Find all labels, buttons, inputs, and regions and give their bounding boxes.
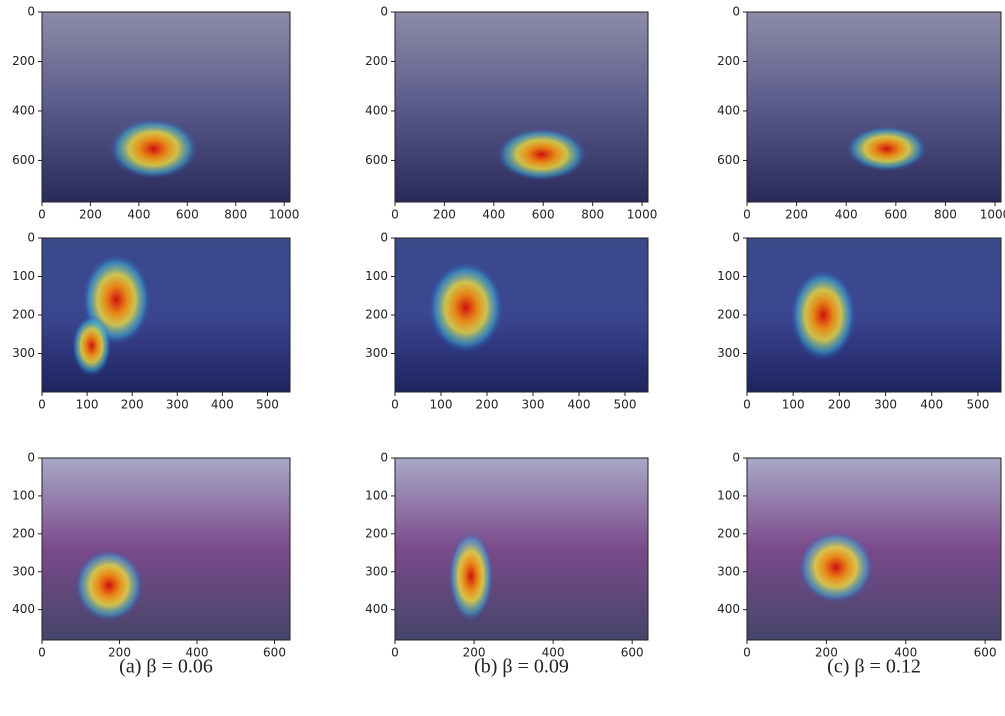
x-tick-label: 400 (482, 208, 505, 222)
y-tick-label: 300 (717, 564, 740, 578)
x-tick-label: 1000 (269, 208, 300, 222)
caption: (a) β = 0.06 (119, 656, 213, 678)
x-tick-label: 600 (621, 646, 644, 660)
y-tick-label: 400 (12, 602, 35, 616)
y-tick-label: 400 (365, 602, 388, 616)
x-tick-label: 300 (874, 398, 897, 412)
y-tick-label: 200 (12, 54, 35, 68)
x-tick-label: 100 (430, 398, 453, 412)
y-tick-label: 0 (380, 5, 388, 19)
heatmap-blob (74, 549, 143, 622)
x-tick-label: 400 (568, 398, 591, 412)
y-tick-label: 100 (365, 269, 388, 283)
x-tick-label: 600 (176, 208, 199, 222)
x-tick-label: 0 (391, 208, 399, 222)
y-tick-label: 200 (717, 54, 740, 68)
y-tick-label: 200 (12, 526, 35, 540)
y-tick-label: 0 (732, 231, 740, 245)
y-tick-label: 400 (12, 103, 35, 117)
x-tick-label: 800 (934, 208, 957, 222)
x-tick-label: 0 (38, 646, 46, 660)
heatmap-blob (428, 261, 504, 353)
x-tick-label: 200 (785, 208, 808, 222)
x-tick-label: 300 (522, 398, 545, 412)
y-tick-label: 0 (27, 231, 35, 245)
figure: 0200400600800100002004006000200400600800… (0, 0, 1005, 711)
heatmap-blob (496, 128, 587, 181)
image (747, 458, 1001, 640)
x-tick-label: 0 (391, 398, 399, 412)
x-tick-label: 500 (614, 398, 637, 412)
x-tick-label: 0 (743, 208, 751, 222)
heatmap-blob (790, 269, 856, 361)
x-tick-label: 200 (79, 208, 102, 222)
y-tick-label: 0 (732, 5, 740, 19)
x-tick-label: 100 (782, 398, 805, 412)
y-tick-label: 0 (732, 451, 740, 465)
x-tick-label: 1000 (627, 208, 658, 222)
x-tick-label: 600 (263, 646, 286, 660)
y-tick-label: 400 (717, 602, 740, 616)
heatmap-blob (846, 126, 927, 172)
y-tick-label: 100 (717, 488, 740, 502)
y-tick-label: 300 (365, 564, 388, 578)
heatmap-blob (109, 118, 198, 179)
y-tick-label: 0 (380, 231, 388, 245)
y-tick-label: 600 (365, 153, 388, 167)
x-tick-label: 800 (581, 208, 604, 222)
y-tick-label: 200 (12, 308, 35, 322)
y-tick-label: 300 (12, 346, 35, 360)
x-tick-label: 0 (391, 646, 399, 660)
x-tick-label: 0 (743, 646, 751, 660)
image (42, 458, 290, 640)
heatmap-blob (798, 531, 874, 604)
y-tick-label: 300 (365, 346, 388, 360)
image (747, 238, 1001, 392)
x-tick-label: 600 (974, 646, 997, 660)
x-tick-label: 600 (884, 208, 907, 222)
y-tick-label: 0 (27, 5, 35, 19)
y-tick-label: 200 (365, 54, 388, 68)
x-tick-label: 500 (966, 398, 989, 412)
x-tick-label: 300 (166, 398, 189, 412)
heatmap-blob (72, 315, 112, 377)
y-tick-label: 200 (717, 526, 740, 540)
y-tick-label: 100 (365, 488, 388, 502)
x-tick-label: 400 (835, 208, 858, 222)
y-tick-label: 400 (365, 103, 388, 117)
x-tick-label: 500 (256, 398, 279, 412)
image (395, 458, 648, 640)
x-tick-label: 0 (38, 398, 46, 412)
y-tick-label: 300 (717, 346, 740, 360)
caption: (c) β = 0.12 (827, 656, 921, 678)
y-tick-label: 600 (12, 153, 35, 167)
x-tick-label: 200 (476, 398, 499, 412)
y-tick-label: 100 (12, 269, 35, 283)
y-tick-label: 0 (27, 451, 35, 465)
heatmap-blob (448, 531, 494, 622)
y-tick-label: 100 (717, 269, 740, 283)
image (747, 12, 1001, 202)
x-tick-label: 800 (224, 208, 247, 222)
y-tick-label: 100 (12, 488, 35, 502)
y-tick-label: 0 (380, 451, 388, 465)
y-tick-label: 600 (717, 153, 740, 167)
x-tick-label: 0 (743, 398, 751, 412)
x-tick-label: 0 (38, 208, 46, 222)
x-tick-label: 400 (920, 398, 943, 412)
y-tick-label: 300 (12, 564, 35, 578)
x-tick-label: 400 (211, 398, 234, 412)
caption: (b) β = 0.09 (474, 656, 569, 678)
y-tick-label: 400 (717, 103, 740, 117)
y-tick-label: 200 (365, 308, 388, 322)
x-tick-label: 100 (76, 398, 99, 412)
y-tick-label: 200 (365, 526, 388, 540)
x-tick-label: 400 (127, 208, 150, 222)
y-tick-label: 200 (717, 308, 740, 322)
x-tick-label: 600 (532, 208, 555, 222)
x-tick-label: 200 (828, 398, 851, 412)
x-tick-label: 200 (433, 208, 456, 222)
x-tick-label: 1000 (980, 208, 1005, 222)
x-tick-label: 200 (121, 398, 144, 412)
